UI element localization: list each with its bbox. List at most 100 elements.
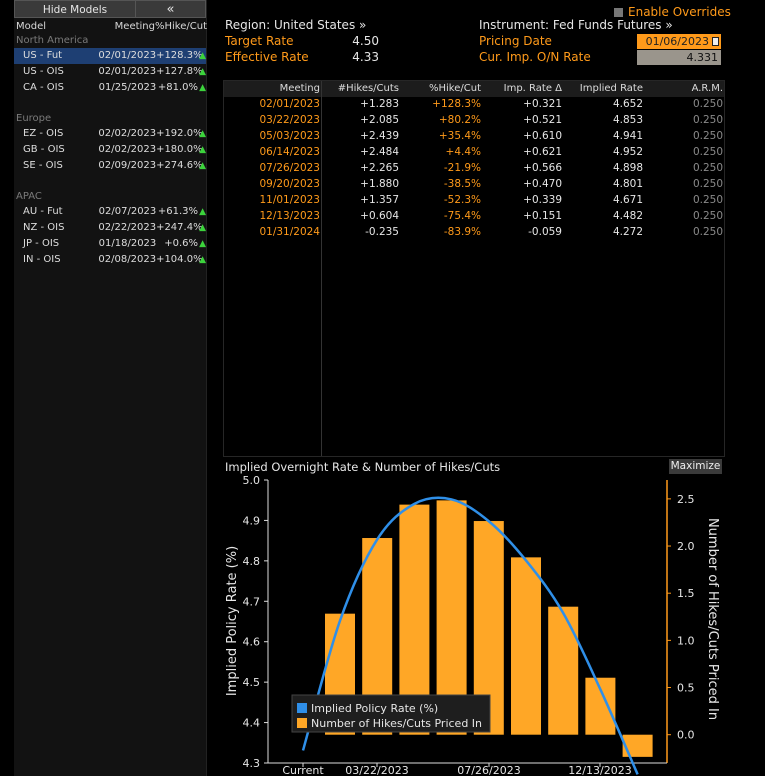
models-list: North America US - Fut 02/01/2023 +128.3% ▲ U… <box>14 34 206 268</box>
table-row[interactable]: 07/26/2023 +2.265 -21.9% +0.566 4.898 0.250 <box>224 161 724 177</box>
group-label: North America <box>16 35 89 46</box>
models-header-pct: %Hike/Cut <box>155 21 207 32</box>
maximize-button[interactable]: Maximize <box>669 459 722 474</box>
arm-cell: 0.250 <box>692 146 723 158</box>
right-tick-label: 1.0 <box>677 634 695 647</box>
table-row[interactable]: 11/01/2023 +1.357 -52.3% +0.339 4.671 0.250 <box>224 193 724 209</box>
col-imp-rate-delta[interactable]: Imp. Rate Δ <box>503 83 562 94</box>
hide-models-button[interactable]: Hide Models <box>14 0 136 18</box>
model-meeting: 02/08/2023 <box>98 254 157 265</box>
pct-cell: -52.3% <box>443 194 481 206</box>
model-meeting: 02/07/2023 <box>98 206 157 217</box>
model-name: EZ - OIS <box>23 128 64 139</box>
enable-overrides-label: Enable Overrides <box>628 5 731 19</box>
meeting-cell: 09/20/2023 <box>259 178 320 190</box>
legend-entry: Number of Hikes/Cuts Priced In <box>311 717 482 730</box>
left-tick-label: 4.8 <box>243 555 261 568</box>
arm-cell: 0.250 <box>692 194 723 206</box>
table-row[interactable]: 01/31/2024 -0.235 -83.9% -0.059 4.272 0.250 <box>224 225 724 241</box>
right-tick-label: 0.0 <box>677 729 695 742</box>
model-row[interactable]: IN - OIS 02/08/2023 +104.0% ▲ <box>14 252 206 268</box>
meeting-cell: 05/03/2023 <box>259 130 320 142</box>
delta-cell: +0.521 <box>523 114 562 126</box>
checkbox-icon[interactable] <box>614 8 623 17</box>
calendar-icon[interactable] <box>712 37 719 46</box>
pricing-date-label: Pricing Date <box>479 34 552 48</box>
models-panel-toolbar: Hide Models « <box>14 0 206 18</box>
effective-rate-label: Effective Rate <box>225 50 309 64</box>
right-tick-label: 1.5 <box>677 587 695 600</box>
left-tick-label: 4.6 <box>243 636 261 649</box>
up-triangle-icon: ▲ <box>199 145 206 155</box>
legend-box <box>291 694 491 733</box>
model-name: JP - OIS <box>23 238 60 249</box>
chart-title: Implied Overnight Rate & Number of Hikes… <box>225 460 501 474</box>
model-meeting: 01/18/2023 <box>98 238 157 249</box>
table-row[interactable]: 02/01/2023 +1.283 +128.3% +0.321 4.652 0.250 <box>224 97 724 113</box>
hikes-cell: +1.880 <box>360 178 399 190</box>
model-pct: +0.6% <box>164 238 199 249</box>
model-row[interactable]: SE - OIS 02/09/2023 +274.6% ▲ <box>14 158 206 174</box>
up-triangle-icon: ▲ <box>199 255 206 265</box>
group-label: Europe <box>16 113 52 124</box>
instrument-selector[interactable]: Instrument: Fed Funds Futures » <box>479 18 673 32</box>
pct-cell: -83.9% <box>443 226 481 238</box>
model-row[interactable]: US - Fut 02/01/2023 +128.3% ▲ <box>14 48 206 64</box>
region-selector[interactable]: Region: United States » <box>225 18 367 32</box>
meeting-cell: 03/22/2023 <box>259 114 320 126</box>
col-pct-hike-cut[interactable]: %Hike/Cut <box>429 83 481 94</box>
pct-cell: +80.2% <box>438 114 481 126</box>
hikes-cell: -0.235 <box>365 226 399 238</box>
meeting-cell: 07/26/2023 <box>259 162 320 174</box>
table-row[interactable]: 06/14/2023 +2.484 +4.4% +0.621 4.952 0.250 <box>224 145 724 161</box>
model-pct: +127.8% <box>156 66 203 77</box>
model-name: CA - OIS <box>23 82 64 93</box>
model-row[interactable]: GB - OIS 02/02/2023 +180.0% ▲ <box>14 142 206 158</box>
col-meeting[interactable]: Meeting <box>279 83 320 94</box>
hikes-cell: +2.085 <box>360 114 399 126</box>
model-row[interactable]: CA - OIS 01/25/2023 +81.0% ▲ <box>14 80 206 96</box>
model-meeting: 02/01/2023 <box>98 66 157 77</box>
model-row[interactable]: AU - Fut 02/07/2023 +61.3% ▲ <box>14 204 206 220</box>
models-header: Model Meeting %Hike/Cut <box>14 19 207 34</box>
legend-line-swatch <box>297 703 307 713</box>
left-tick-label: 4.4 <box>243 717 261 730</box>
pricing-date-input[interactable]: 01/06/2023 <box>637 34 721 49</box>
model-row[interactable]: JP - OIS 01/18/2023 +0.6% ▲ <box>14 236 206 252</box>
hikes-cell: +1.357 <box>360 194 399 206</box>
right-tick-label: 2.0 <box>677 540 695 553</box>
arm-cell: 0.250 <box>692 178 723 190</box>
col-arm[interactable]: A.R.M. <box>691 83 723 94</box>
column-divider <box>321 81 322 456</box>
table-row[interactable]: 12/13/2023 +0.604 -75.4% +0.151 4.482 0.250 <box>224 209 724 225</box>
model-name: US - Fut <box>23 50 63 61</box>
col-hikes-cuts[interactable]: #Hikes/Cuts <box>337 83 399 94</box>
model-row[interactable]: EZ - OIS 02/02/2023 +192.0% ▲ <box>14 126 206 142</box>
table-row[interactable]: 09/20/2023 +1.880 -38.5% +0.470 4.801 0.250 <box>224 177 724 193</box>
meeting-cell: 11/01/2023 <box>259 194 320 206</box>
hikes-cell: +0.604 <box>360 210 399 222</box>
implied-rate-cell: 4.941 <box>612 130 643 142</box>
table-row[interactable]: 05/03/2023 +2.439 +35.4% +0.610 4.941 0.250 <box>224 129 724 145</box>
model-pct: +61.3% <box>157 206 199 217</box>
legend-bar-swatch <box>297 718 307 728</box>
table-row[interactable]: 03/22/2023 +2.085 +80.2% +0.521 4.853 0.250 <box>224 113 724 129</box>
implied-rate-cell: 4.482 <box>612 210 643 222</box>
enable-overrides-toggle[interactable]: Enable Overrides <box>614 5 731 19</box>
left-axis-label: Implied Policy Rate (%) <box>225 546 240 696</box>
right-axis-label: Number of Hikes/Cuts Priced In <box>705 518 720 720</box>
model-meeting: 02/01/2023 <box>98 50 157 61</box>
implied-rate-cell: 4.272 <box>612 226 643 238</box>
delta-cell: +0.621 <box>523 146 562 158</box>
model-pct: +104.0% <box>156 254 203 265</box>
model-meeting: 02/02/2023 <box>98 128 157 139</box>
left-tick-label: 4.9 <box>243 514 261 527</box>
x-tick-label: 12/13/2023 <box>568 764 631 776</box>
delta-cell: -0.059 <box>528 226 562 238</box>
model-row[interactable]: US - OIS 02/01/2023 +127.8% ▲ <box>14 64 206 80</box>
model-pct: +180.0% <box>156 144 203 155</box>
collapse-panel-button[interactable]: « <box>136 0 206 18</box>
model-row[interactable]: NZ - OIS 02/22/2023 +247.4% ▲ <box>14 220 206 236</box>
col-implied-rate[interactable]: Implied Rate <box>579 83 643 94</box>
up-triangle-icon: ▲ <box>199 129 206 139</box>
